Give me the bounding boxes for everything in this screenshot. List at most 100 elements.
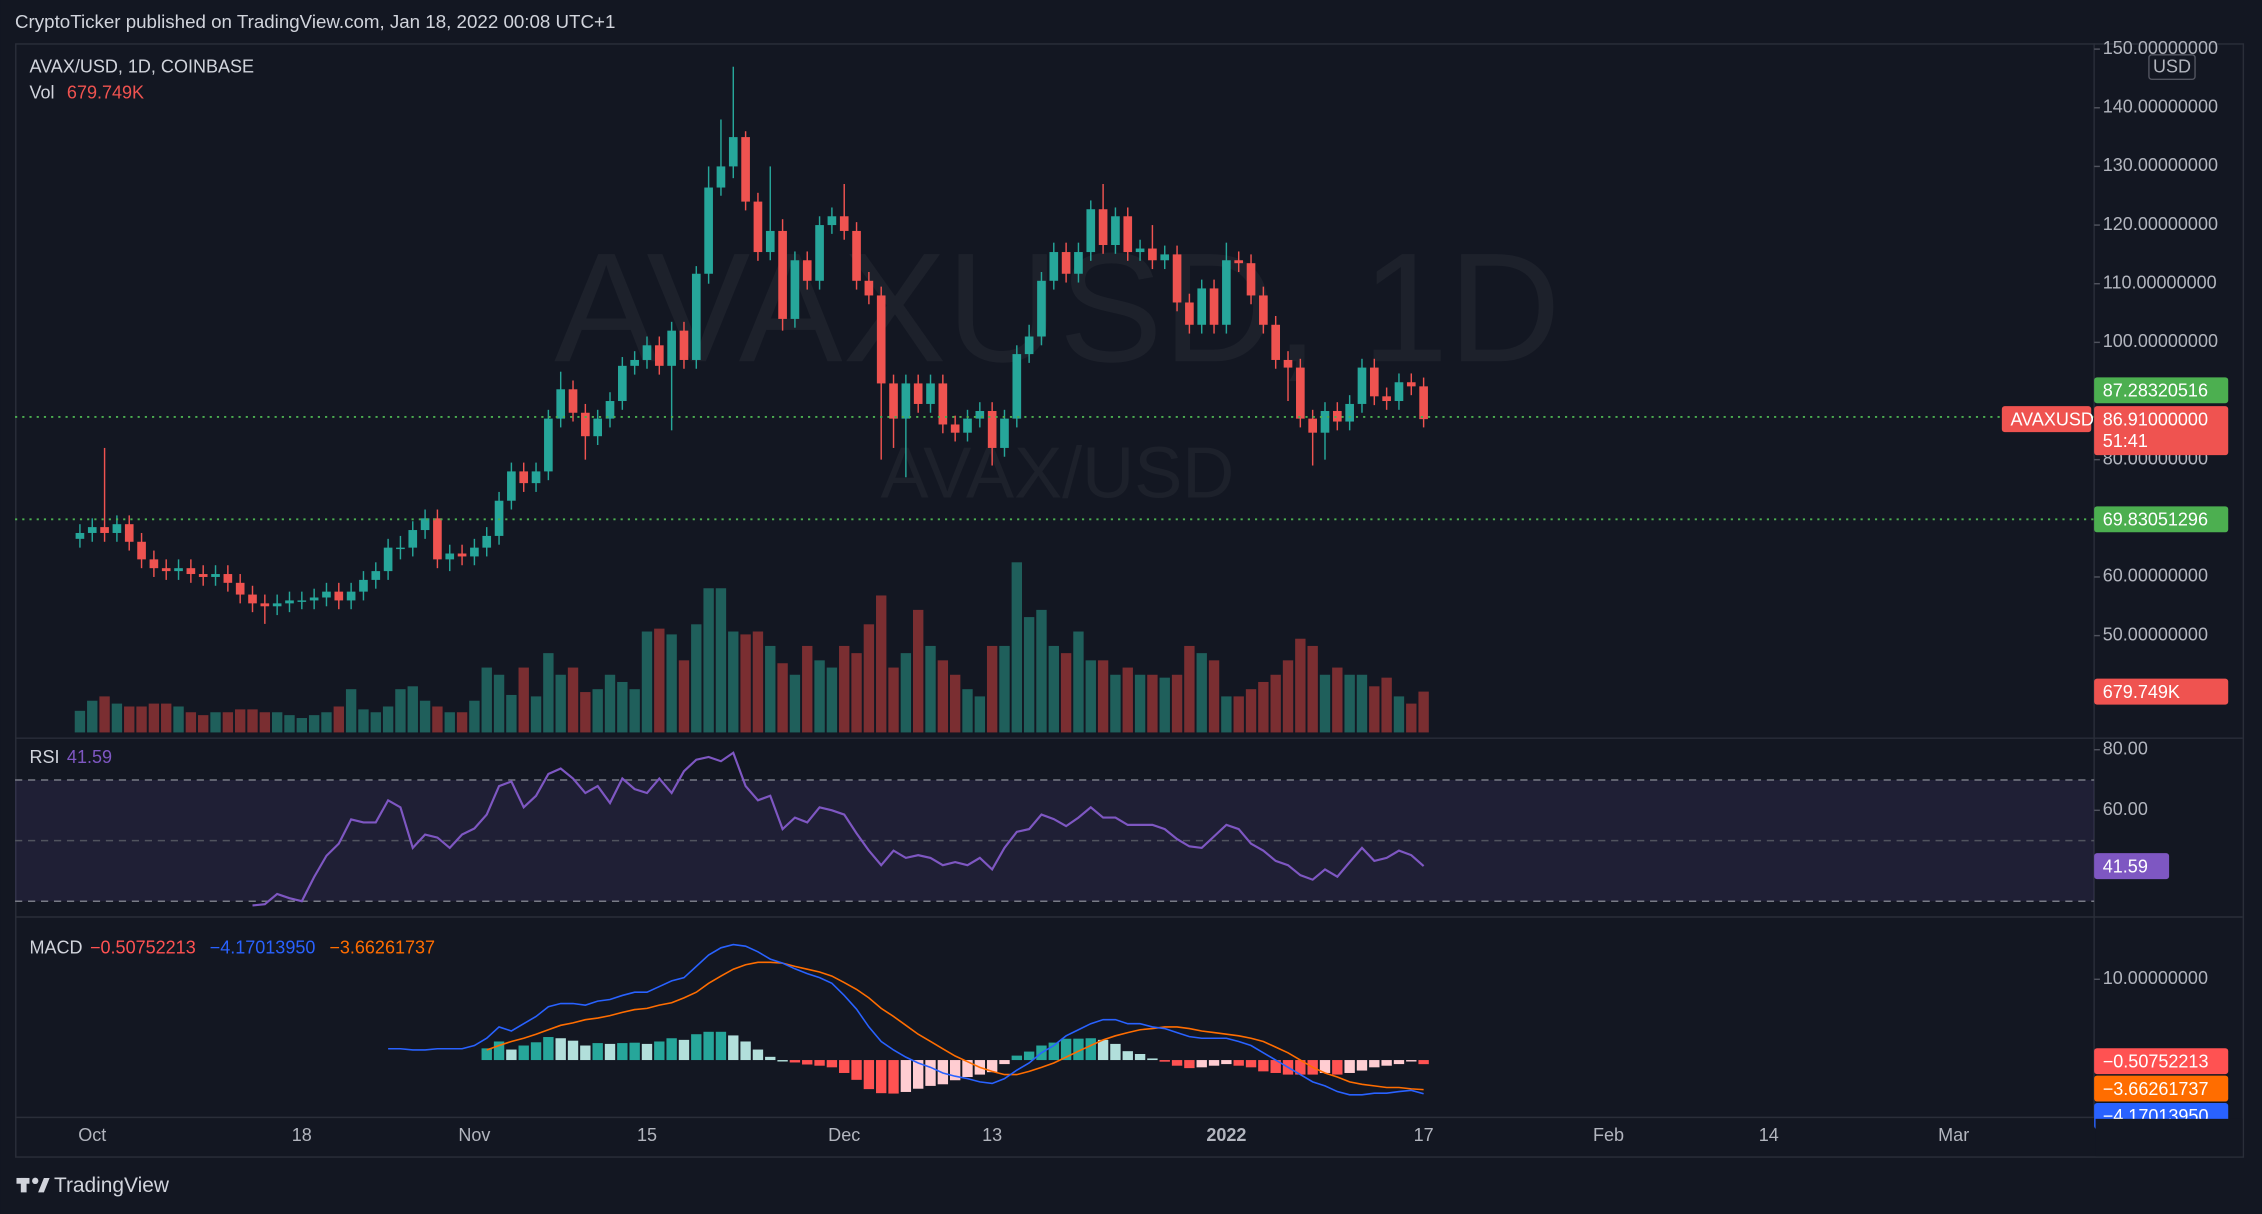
watermark: AVAXUSD, 1D xyxy=(554,220,1561,394)
y-tick-label: 60.00000000 xyxy=(2103,566,2208,586)
candle-body xyxy=(581,412,590,437)
volume-bar xyxy=(1208,660,1220,733)
candle-body xyxy=(1382,396,1391,402)
candle-body xyxy=(211,574,220,577)
candle-body xyxy=(285,600,294,604)
volume-bar xyxy=(333,706,344,733)
candle-body xyxy=(1123,216,1133,253)
candle-body xyxy=(1357,367,1367,404)
level-tag-bg xyxy=(2094,506,2229,533)
macd-histogram-bar xyxy=(1233,1060,1244,1066)
candle-body xyxy=(482,535,492,548)
volume-bar xyxy=(370,712,381,733)
volume-bar xyxy=(752,631,764,733)
last-price: 86.91000000 xyxy=(2103,409,2208,429)
macd-histogram-bar xyxy=(715,1031,727,1061)
candle-body xyxy=(667,330,676,366)
volume-bar xyxy=(247,709,258,733)
candle-body xyxy=(901,383,911,419)
candle-body xyxy=(642,345,652,360)
candle-body xyxy=(1394,382,1404,402)
macd-histogram-bar xyxy=(1221,1060,1232,1065)
x-tick-label: 15 xyxy=(637,1125,657,1145)
candle-body xyxy=(100,527,109,533)
candle-body xyxy=(926,383,935,404)
candle-body xyxy=(519,471,529,484)
volume-bar xyxy=(765,645,776,733)
macd-histogram-bar xyxy=(1196,1060,1207,1068)
candle-body xyxy=(802,260,812,281)
macd-legend-name: MACD xyxy=(29,937,82,957)
macd-histogram-bar xyxy=(493,1041,505,1061)
candle-body xyxy=(839,216,849,231)
histogram-legend-value: −0.50752213 xyxy=(90,937,196,957)
volume-bar xyxy=(530,696,542,733)
y-tick-label: 80.00 xyxy=(2103,738,2148,758)
volume-bar xyxy=(1011,562,1022,733)
last-price-bg xyxy=(2094,406,2229,456)
macd-histogram-bar xyxy=(1110,1043,1121,1061)
candle-body xyxy=(654,345,664,366)
macd-histogram-bar xyxy=(728,1035,739,1061)
volume-bar xyxy=(814,660,825,733)
macd-histogram-bar xyxy=(1406,1060,1417,1062)
candle-body xyxy=(1024,336,1034,355)
candle-body xyxy=(1296,367,1305,419)
symbol-title: AVAX/USD, 1D, COINBASE xyxy=(29,57,254,77)
volume-bar xyxy=(481,667,492,733)
volume-bar xyxy=(1122,667,1133,733)
volume-bar xyxy=(1332,667,1343,733)
candle-body xyxy=(544,418,553,472)
macd-histogram-bar xyxy=(765,1056,776,1061)
candle-body xyxy=(753,201,763,253)
histogram-tag-bg xyxy=(2094,1048,2229,1075)
candle-body xyxy=(1086,209,1096,253)
macd-histogram-bar xyxy=(555,1038,566,1061)
candle-body xyxy=(1000,418,1009,448)
candle-body xyxy=(186,568,196,575)
candle-body xyxy=(1345,403,1354,422)
histogram-tag: −0.50752213 xyxy=(2103,1051,2209,1071)
candle-body xyxy=(445,553,455,560)
candle-body xyxy=(593,418,603,437)
volume-bar xyxy=(87,700,98,733)
candle-body xyxy=(963,418,972,433)
volume-bar xyxy=(986,645,998,733)
macd-histogram-bar xyxy=(1085,1038,1096,1061)
volume-bar xyxy=(580,692,591,733)
volume-bar xyxy=(543,653,554,733)
macd-histogram-bar xyxy=(851,1060,862,1080)
candle-body xyxy=(272,603,282,607)
x-tick-label: 17 xyxy=(1414,1125,1434,1145)
countdown: 51:41 xyxy=(2103,431,2148,451)
candle-body xyxy=(75,532,85,539)
candle-body xyxy=(1098,209,1108,246)
candle-body xyxy=(1246,263,1256,296)
volume-bar xyxy=(962,689,973,733)
volume-bar xyxy=(1060,653,1072,733)
macd-histogram-bar xyxy=(802,1060,813,1065)
signal-tag-bg xyxy=(2094,1075,2229,1102)
candle-body xyxy=(260,603,270,607)
macd-histogram-bar xyxy=(1023,1051,1035,1061)
x-tick-label: Dec xyxy=(828,1125,860,1145)
candle-body xyxy=(852,230,861,281)
macd-histogram-bar xyxy=(752,1049,764,1061)
macd-histogram-bar xyxy=(543,1037,554,1061)
volume-bar xyxy=(617,681,628,733)
candle-body xyxy=(359,579,368,592)
candle-body xyxy=(1406,382,1416,387)
volume-tag: 679.749K xyxy=(2103,682,2180,702)
x-tick-label: 13 xyxy=(982,1125,1002,1145)
macd-histogram-bar xyxy=(740,1041,751,1061)
candle-body xyxy=(507,471,516,501)
volume-bar xyxy=(1356,674,1368,733)
candle-body xyxy=(1271,324,1281,360)
volume-bar xyxy=(826,667,838,733)
volume-bar xyxy=(395,689,406,733)
volume-bar xyxy=(629,689,640,733)
symbol-tag: AVAXUSD xyxy=(2011,409,2094,429)
volume-bar xyxy=(1319,674,1331,733)
watermark-sub: AVAX/USD xyxy=(881,434,1235,514)
macd-histogram-bar xyxy=(888,1060,899,1094)
